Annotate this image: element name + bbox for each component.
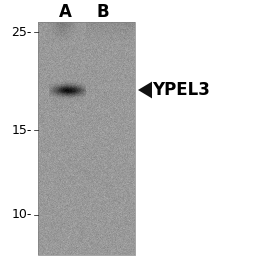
Bar <box>38 22 135 255</box>
Text: A: A <box>59 3 71 21</box>
Text: YPEL3: YPEL3 <box>152 81 210 99</box>
Text: © ProSci Inc.: © ProSci Inc. <box>62 156 118 193</box>
Text: 10-: 10- <box>12 208 32 221</box>
Text: 25-: 25- <box>12 25 32 38</box>
Text: B: B <box>97 3 109 21</box>
Text: 15-: 15- <box>12 124 32 137</box>
Polygon shape <box>138 82 152 98</box>
